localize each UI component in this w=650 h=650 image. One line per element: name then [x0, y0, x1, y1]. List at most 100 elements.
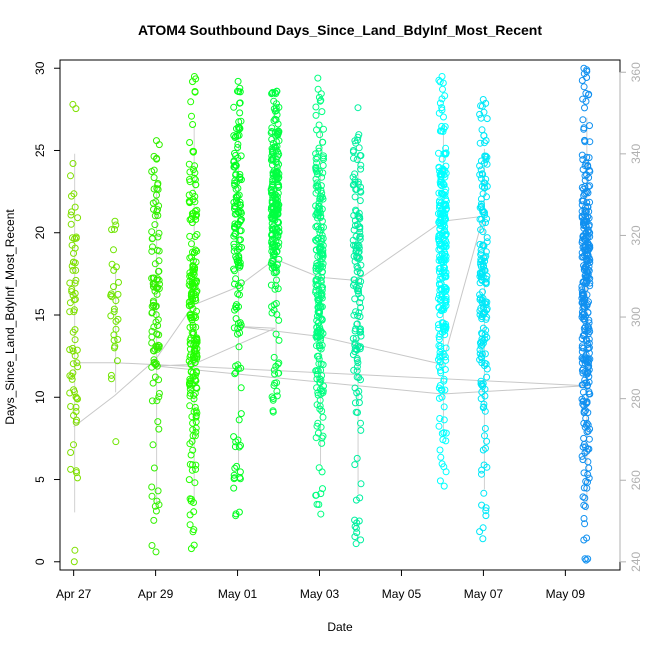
data-point [314, 308, 322, 316]
data-point [479, 241, 487, 249]
data-point [70, 388, 78, 396]
data-point [186, 353, 194, 361]
data-point [317, 510, 325, 518]
data-point [585, 474, 593, 482]
data-point [189, 446, 197, 454]
data-point [186, 385, 194, 393]
x-tick-label: May 01 [218, 587, 258, 601]
data-point [581, 331, 588, 339]
data-point [318, 292, 325, 300]
data-point [110, 305, 118, 313]
data-point [268, 135, 276, 143]
data-point [438, 104, 446, 112]
data-point [192, 181, 200, 189]
data-point [437, 272, 445, 280]
data-point [580, 484, 588, 492]
data-point [191, 207, 199, 215]
data-point [233, 221, 241, 229]
data-point [476, 162, 484, 170]
data-point [351, 399, 359, 407]
data-point [233, 194, 241, 202]
data-point [148, 228, 156, 236]
y-tick-label: 30 [33, 61, 47, 75]
data-point [236, 198, 244, 206]
data-point [586, 182, 594, 190]
data-point [315, 352, 323, 360]
data-point [355, 242, 363, 250]
data-point [313, 153, 321, 161]
data-point [72, 418, 80, 426]
data-point [151, 502, 159, 510]
data-point [356, 254, 363, 262]
data-point [441, 223, 449, 231]
data-point [186, 521, 194, 529]
data-point [67, 220, 75, 228]
data-point [438, 319, 446, 327]
data-point [438, 290, 446, 298]
data-point [581, 423, 589, 431]
data-point [482, 444, 489, 452]
data-point [583, 66, 591, 74]
data-point [232, 132, 240, 140]
data-point [581, 236, 589, 243]
data-point [314, 332, 322, 340]
data-point [110, 246, 117, 254]
data-point [67, 172, 74, 180]
data-point [319, 138, 326, 146]
data-point [236, 99, 244, 107]
data-point [320, 125, 327, 133]
data-point [192, 216, 200, 223]
data-point [318, 439, 326, 447]
data-point [189, 189, 197, 197]
data-point [476, 139, 484, 147]
data-point [580, 218, 588, 226]
data-point [108, 226, 116, 234]
data-point [189, 432, 197, 440]
data-point [272, 330, 280, 338]
data-point [436, 281, 443, 289]
data-point [73, 346, 81, 354]
data-point [442, 185, 450, 193]
data-point [435, 76, 443, 84]
data-point [585, 263, 593, 270]
data-point [317, 423, 325, 431]
data-point [191, 372, 199, 379]
data-point [435, 295, 442, 302]
data-point [312, 491, 320, 499]
data-point [314, 429, 322, 437]
data-point [438, 306, 446, 314]
data-point [586, 259, 594, 266]
data-point [154, 180, 162, 187]
data-point [351, 280, 359, 288]
data-point [352, 308, 360, 316]
series-cluster [312, 74, 327, 518]
data-point [582, 247, 590, 255]
data-point [114, 290, 122, 298]
data-point [236, 468, 244, 476]
trend-line [73, 215, 586, 428]
data-point [579, 288, 587, 296]
data-point [482, 99, 490, 107]
data-point [585, 267, 593, 275]
data-point [585, 154, 593, 162]
data-point [235, 319, 242, 327]
data-point [273, 87, 281, 95]
data-point [319, 242, 327, 249]
data-point [586, 229, 594, 237]
data-point [68, 286, 76, 293]
data-point [193, 355, 201, 363]
data-point [580, 469, 588, 477]
data-point [583, 273, 591, 281]
data-point [483, 160, 491, 168]
data-point [438, 251, 446, 258]
data-point [441, 331, 449, 339]
data-point [317, 90, 325, 98]
data-point [271, 285, 279, 293]
x-tick-label: Apr 27 [56, 587, 92, 601]
data-point [318, 268, 326, 276]
data-point [74, 395, 81, 403]
data-point [155, 425, 163, 433]
data-point [235, 508, 243, 516]
data-point [235, 443, 243, 451]
data-point [110, 308, 118, 316]
